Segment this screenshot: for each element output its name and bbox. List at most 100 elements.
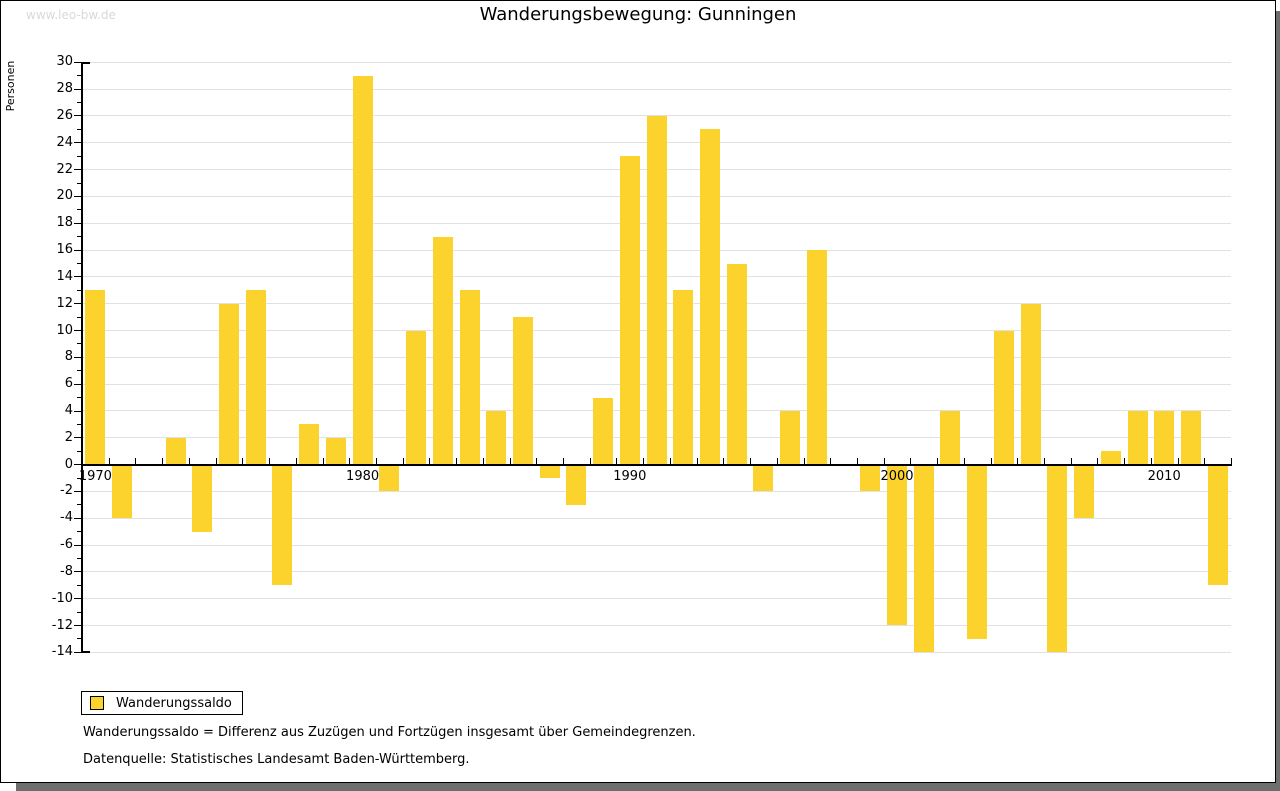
x-tick-label: 2000 xyxy=(880,468,914,484)
x-tick xyxy=(375,457,377,464)
y-tick-label: 2 xyxy=(64,429,73,445)
bar xyxy=(1207,465,1228,586)
x-tick-label: 2010 xyxy=(1147,468,1181,484)
grid-line xyxy=(82,625,1231,627)
y-tick xyxy=(74,410,81,412)
bar xyxy=(539,465,560,478)
footnote-source: Datenquelle: Statistisches Landesamt Bad… xyxy=(83,752,470,767)
y-tick xyxy=(77,611,81,613)
y-tick xyxy=(74,356,81,358)
y-tick-label: 14 xyxy=(56,268,73,284)
x-tick xyxy=(482,457,484,464)
y-tick xyxy=(77,75,81,77)
y-tick xyxy=(77,209,81,211)
bar xyxy=(940,411,961,464)
y-tick-label: 18 xyxy=(56,215,73,231)
y-tick xyxy=(74,330,81,331)
bar xyxy=(593,397,614,464)
grid-line xyxy=(82,544,1231,546)
x-tick xyxy=(1070,457,1072,464)
x-tick xyxy=(883,457,885,464)
bar xyxy=(913,465,934,653)
bar xyxy=(699,129,720,464)
page-title: Wanderungsbewegung: Gunningen xyxy=(479,4,797,25)
x-tick xyxy=(563,457,564,464)
x-tick xyxy=(830,457,832,464)
y-tick xyxy=(77,128,81,130)
bar xyxy=(887,465,907,626)
x-tick xyxy=(616,457,618,464)
y-tick xyxy=(74,303,81,305)
y-tick-label: -10 xyxy=(51,590,73,606)
bar xyxy=(1180,411,1201,464)
y-tick-label: -12 xyxy=(51,617,73,633)
y-tick xyxy=(74,61,81,63)
y-tick-label: 10 xyxy=(56,322,73,338)
y-tick xyxy=(77,477,81,479)
grid-line xyxy=(82,61,1231,63)
y-tick xyxy=(74,571,81,573)
y-tick xyxy=(74,517,81,519)
y-tick xyxy=(77,504,81,506)
x-tick xyxy=(295,457,297,464)
y-tick xyxy=(74,383,81,385)
x-tick xyxy=(215,457,217,464)
y-tick xyxy=(74,490,81,492)
grid-line xyxy=(82,88,1231,90)
x-tick xyxy=(856,457,858,464)
y-tick xyxy=(77,263,81,264)
x-tick xyxy=(242,457,244,464)
y-tick-label: 20 xyxy=(56,188,73,204)
y-tick xyxy=(77,531,81,533)
legend-swatch xyxy=(90,696,104,710)
y-tick xyxy=(74,598,81,600)
bar xyxy=(780,411,801,464)
watermark: www.leo-bw.de xyxy=(26,8,116,22)
x-tick xyxy=(937,457,939,464)
y-tick xyxy=(77,397,81,399)
y-tick-label: 22 xyxy=(56,161,73,177)
y-tick xyxy=(77,423,81,425)
y-tick xyxy=(74,544,81,546)
bar xyxy=(486,411,507,464)
y-tick xyxy=(77,558,81,559)
bar xyxy=(352,75,373,464)
x-tick xyxy=(108,457,110,464)
y-tick xyxy=(74,169,81,171)
plot-area: -14 -12 -10 -8 -6 -4 -2 0 2 4 6 8 10 12 14 16 18 20 22 24 26… xyxy=(1,1,1275,701)
x-tick xyxy=(1231,457,1232,464)
x-tick-label: 1990 xyxy=(613,468,647,484)
x-tick xyxy=(1044,457,1045,464)
y-tick xyxy=(74,625,81,626)
y-tick xyxy=(77,102,81,103)
x-tick xyxy=(322,457,324,464)
y-tick xyxy=(77,289,81,291)
y-tick-label: -4 xyxy=(60,510,73,526)
grid-line xyxy=(82,598,1231,600)
window-shadow-bottom xyxy=(16,783,1280,791)
x-tick-label: 1970 xyxy=(78,468,112,484)
x-tick xyxy=(135,457,137,464)
x-tick xyxy=(803,457,805,464)
y-tick-label: 26 xyxy=(56,107,73,123)
bar xyxy=(1100,451,1121,464)
x-tick xyxy=(1204,457,1206,464)
x-tick xyxy=(963,457,965,464)
grid-line xyxy=(82,490,1231,492)
x-tick xyxy=(910,457,912,464)
bar xyxy=(1154,411,1175,464)
y-axis-line xyxy=(81,62,83,654)
y-tick xyxy=(74,651,81,653)
bar xyxy=(85,290,106,464)
bar xyxy=(673,290,694,464)
y-tick-label: -14 xyxy=(51,644,73,660)
y-tick xyxy=(77,182,81,184)
x-tick xyxy=(1097,457,1099,464)
y-tick-label: 28 xyxy=(56,81,73,97)
bar xyxy=(993,330,1014,464)
bar xyxy=(245,290,266,464)
y-tick xyxy=(74,276,81,278)
x-axis-line xyxy=(81,463,1232,466)
y-tick xyxy=(77,638,81,640)
